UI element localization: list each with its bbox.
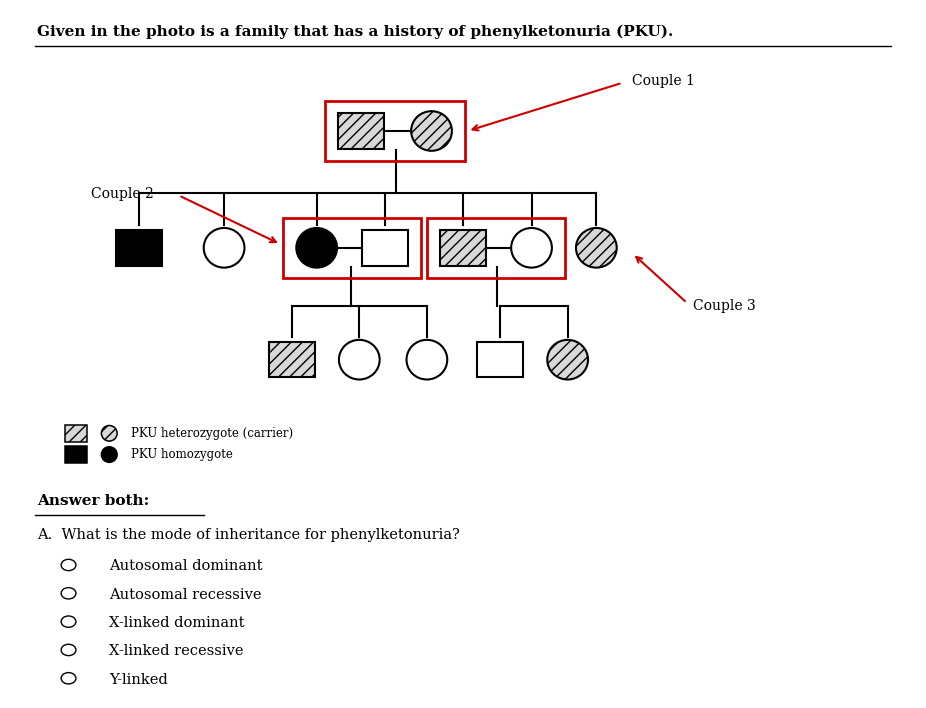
Polygon shape bbox=[65, 425, 87, 442]
Text: PKU homozygote: PKU homozygote bbox=[131, 448, 233, 461]
Text: PKU heterozygote (carrier): PKU heterozygote (carrier) bbox=[131, 427, 294, 440]
Text: Answer both:: Answer both: bbox=[37, 494, 149, 508]
Polygon shape bbox=[269, 342, 315, 377]
Polygon shape bbox=[116, 230, 162, 266]
Ellipse shape bbox=[411, 111, 452, 151]
Ellipse shape bbox=[204, 228, 244, 268]
Polygon shape bbox=[338, 113, 384, 149]
Text: X-linked recessive: X-linked recessive bbox=[109, 644, 244, 658]
Text: Y-linked: Y-linked bbox=[109, 673, 168, 687]
Ellipse shape bbox=[102, 447, 117, 462]
Ellipse shape bbox=[407, 340, 447, 379]
Polygon shape bbox=[477, 342, 523, 377]
Text: Couple 1: Couple 1 bbox=[632, 74, 694, 88]
Text: X-linked dominant: X-linked dominant bbox=[109, 616, 244, 630]
Ellipse shape bbox=[296, 228, 337, 268]
Text: Given in the photo is a family that has a history of phenylketonuria (PKU).: Given in the photo is a family that has … bbox=[37, 25, 673, 39]
Text: Autosomal dominant: Autosomal dominant bbox=[109, 559, 263, 573]
Ellipse shape bbox=[339, 340, 380, 379]
Text: Couple 3: Couple 3 bbox=[693, 299, 756, 313]
Text: Autosomal recessive: Autosomal recessive bbox=[109, 588, 262, 602]
Ellipse shape bbox=[576, 228, 617, 268]
Polygon shape bbox=[65, 446, 87, 463]
Polygon shape bbox=[440, 230, 486, 266]
Ellipse shape bbox=[511, 228, 552, 268]
Text: Couple 2: Couple 2 bbox=[91, 187, 154, 201]
Ellipse shape bbox=[547, 340, 588, 379]
Ellipse shape bbox=[102, 426, 117, 441]
Polygon shape bbox=[362, 230, 408, 266]
Text: A.  What is the mode of inheritance for phenylketonuria?: A. What is the mode of inheritance for p… bbox=[37, 528, 460, 542]
